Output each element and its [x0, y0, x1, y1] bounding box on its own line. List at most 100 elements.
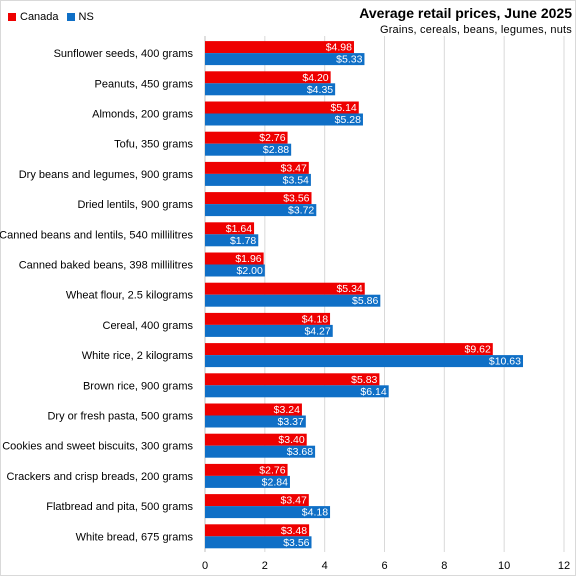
bar-canada: [205, 343, 493, 356]
category-label: Sunflower seeds, 400 grams: [54, 48, 194, 60]
data-label-ns: $6.14: [360, 386, 386, 398]
category-label: Canned beans and lentils, 540 millilitre…: [0, 229, 193, 241]
data-label-ns: $3.37: [278, 416, 304, 428]
bar-canada: [205, 373, 380, 386]
data-label-canada: $4.20: [302, 72, 328, 84]
bar-ns: [205, 264, 265, 277]
bar-ns: [205, 234, 259, 247]
bar-ns: [205, 506, 331, 519]
data-label-canada: $3.47: [281, 162, 307, 174]
data-label-canada: $5.34: [336, 283, 362, 295]
bar-ns: [205, 536, 312, 549]
data-label-canada: $3.48: [281, 525, 307, 537]
bar-ns: [205, 445, 316, 458]
data-label-ns: $1.78: [230, 235, 256, 247]
x-tick-label: 10: [498, 560, 510, 572]
bar-canada: [205, 494, 309, 507]
x-tick-label: 0: [202, 560, 208, 572]
category-label: Canned baked beans, 398 millilitres: [19, 260, 194, 272]
category-label: Tofu, 350 grams: [114, 139, 193, 151]
bar-canada: [205, 433, 307, 446]
x-tick-label: 2: [262, 560, 268, 572]
bar-canada: [205, 101, 359, 114]
category-label: Peanuts, 450 grams: [95, 78, 194, 90]
bar-canada: [205, 252, 264, 265]
legend-item-ns: NS: [66, 11, 94, 23]
data-label-canada: $3.56: [283, 193, 309, 205]
bar-ns: [205, 324, 333, 337]
bar-canada: [205, 403, 302, 416]
data-label-ns: $2.00: [237, 265, 263, 277]
bar-canada: [205, 71, 331, 84]
category-label: Crackers and crisp breads, 200 grams: [7, 471, 194, 483]
data-label-ns: $5.86: [352, 295, 378, 307]
legend-label-canada: Canada: [20, 11, 59, 23]
bar-canada: [205, 463, 288, 476]
data-label-ns: $4.27: [304, 325, 330, 337]
x-tick-label: 6: [381, 560, 387, 572]
chart-subtitle: Grains, cereals, beans, legumes, nuts: [379, 24, 572, 36]
bar-canada: [205, 192, 312, 205]
data-label-ns: $2.84: [262, 476, 288, 488]
bar-ns: [205, 173, 311, 186]
category-label: Dry or fresh pasta, 500 grams: [47, 411, 193, 423]
bar-ns: [205, 415, 306, 428]
bar-ns: [205, 113, 363, 126]
bar-canada: [205, 282, 365, 295]
legend-swatch-ns: [66, 13, 75, 21]
data-label-canada: $4.98: [326, 42, 352, 54]
data-label-canada: $5.14: [330, 102, 356, 114]
data-label-canada: $4.18: [302, 313, 328, 325]
data-label-ns: $5.28: [335, 114, 361, 126]
category-label: Brown rice, 900 grams: [83, 380, 194, 392]
data-label-ns: $3.68: [287, 446, 313, 458]
bar-ns: [205, 355, 524, 368]
data-label-ns: $5.33: [336, 54, 362, 66]
data-label-ns: $10.63: [489, 356, 521, 368]
data-label-canada: $5.83: [351, 374, 377, 386]
legend: Canada NS: [8, 11, 94, 23]
bar-ns: [205, 475, 290, 488]
data-label-ns: $3.72: [288, 205, 314, 217]
data-label-canada: $1.64: [226, 223, 252, 235]
data-label-canada: $2.76: [259, 464, 285, 476]
category-label: Cookies and sweet biscuits, 300 grams: [2, 441, 193, 453]
data-label-canada: $3.40: [278, 434, 304, 446]
chart-title: Average retail prices, June 2025: [359, 5, 572, 21]
bar-ns: [205, 143, 292, 156]
bar-ns: [205, 204, 317, 217]
bar-canada: [205, 41, 354, 54]
data-label-ns: $3.54: [283, 174, 309, 186]
legend-item-canada: Canada: [8, 11, 59, 23]
bar-ns: [205, 294, 381, 307]
bar-ns: [205, 385, 389, 398]
data-label-ns: $4.35: [307, 84, 333, 96]
bar-canada: [205, 161, 309, 174]
bar-ns: [205, 53, 365, 66]
data-label-ns: $4.18: [302, 507, 328, 519]
bar-ns: [205, 83, 336, 96]
x-tick-label: 8: [441, 560, 447, 572]
data-label-canada: $3.47: [281, 495, 307, 507]
category-label: White rice, 2 kilograms: [82, 350, 194, 362]
category-label: White bread, 675 grams: [76, 531, 194, 543]
data-label-ns: $2.88: [263, 144, 289, 156]
x-tick-label: 12: [558, 560, 570, 572]
category-label: Flatbread and pita, 500 grams: [46, 501, 193, 513]
data-label-canada: $1.96: [235, 253, 261, 265]
bar-canada: [205, 131, 288, 144]
category-label: Wheat flour, 2.5 kilograms: [66, 290, 194, 302]
category-label: Dried lentils, 900 grams: [77, 199, 193, 211]
category-label: Dry beans and legumes, 900 grams: [19, 169, 194, 181]
category-label: Cereal, 400 grams: [103, 320, 194, 332]
data-label-canada: $9.62: [465, 344, 491, 356]
data-label-ns: $3.56: [283, 537, 309, 549]
bar-canada: [205, 312, 331, 325]
legend-swatch-canada: [8, 13, 16, 21]
bar-canada: [205, 222, 255, 235]
data-label-canada: $3.24: [274, 404, 300, 416]
x-tick-label: 4: [322, 560, 328, 572]
legend-label-ns: NS: [78, 11, 94, 23]
category-label: Almonds, 200 grams: [92, 109, 193, 121]
